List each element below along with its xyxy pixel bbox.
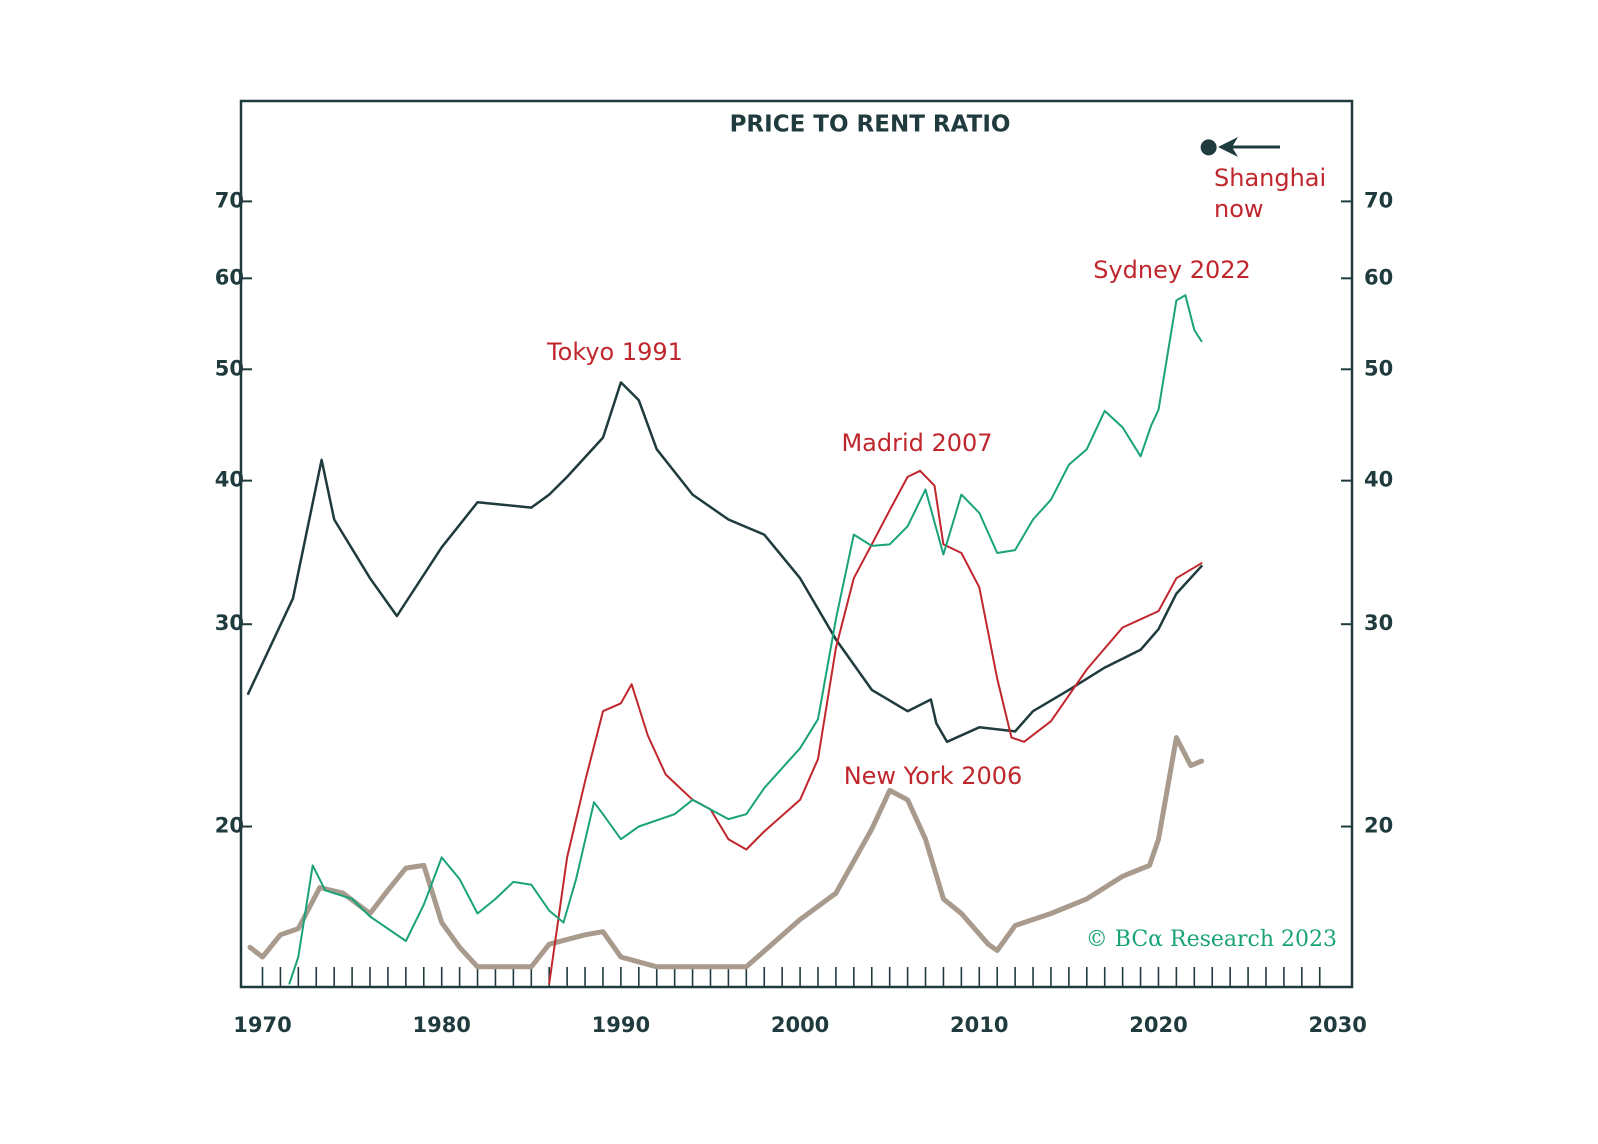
plot-frame bbox=[239, 99, 1354, 989]
x-tick-label: 1980 bbox=[412, 1013, 470, 1037]
annotation: Sydney 2022 bbox=[1093, 256, 1251, 284]
point bbox=[1200, 139, 1217, 156]
series-line bbox=[288, 294, 1203, 985]
y2-tick-label: 70 bbox=[1364, 188, 1393, 212]
y-tick-label: 60 bbox=[215, 265, 244, 289]
y-tick-label: 50 bbox=[215, 356, 244, 380]
x-tick-label: 2020 bbox=[1129, 1013, 1187, 1037]
y2-tick-label: 20 bbox=[1364, 814, 1393, 838]
y2-tick-label: 40 bbox=[1364, 468, 1393, 492]
y-tick-label: 70 bbox=[215, 188, 244, 212]
y2-tick-label: 50 bbox=[1364, 356, 1393, 380]
series-line bbox=[246, 381, 1203, 744]
annotation: New York 2006 bbox=[844, 762, 1023, 790]
x-tick-label: 1990 bbox=[592, 1013, 650, 1037]
series-line bbox=[548, 469, 1203, 985]
series-line bbox=[247, 735, 1204, 970]
x-tick-label: 2030 bbox=[1308, 1013, 1366, 1037]
x-tick-label: 1970 bbox=[233, 1013, 291, 1037]
x-tick-label: 2010 bbox=[950, 1013, 1008, 1037]
annotation: Shanghai bbox=[1214, 164, 1326, 192]
y-tick-label: 40 bbox=[215, 468, 244, 492]
source: © BCα Research 2023 bbox=[1086, 927, 1337, 952]
annotation: Madrid 2007 bbox=[841, 429, 992, 457]
y2-tick-label: 30 bbox=[1364, 611, 1393, 635]
y2-tick-label: 60 bbox=[1364, 265, 1393, 289]
y-tick-label: 20 bbox=[215, 814, 244, 838]
annotation: now bbox=[1214, 195, 1264, 223]
chart-title: PRICE TO RENT RATIO bbox=[730, 112, 1011, 138]
annotation: Tokyo 1991 bbox=[546, 338, 683, 366]
arrow-head bbox=[1218, 137, 1238, 157]
x-tick-label: 2000 bbox=[771, 1013, 829, 1037]
y-tick-label: 30 bbox=[215, 611, 244, 635]
